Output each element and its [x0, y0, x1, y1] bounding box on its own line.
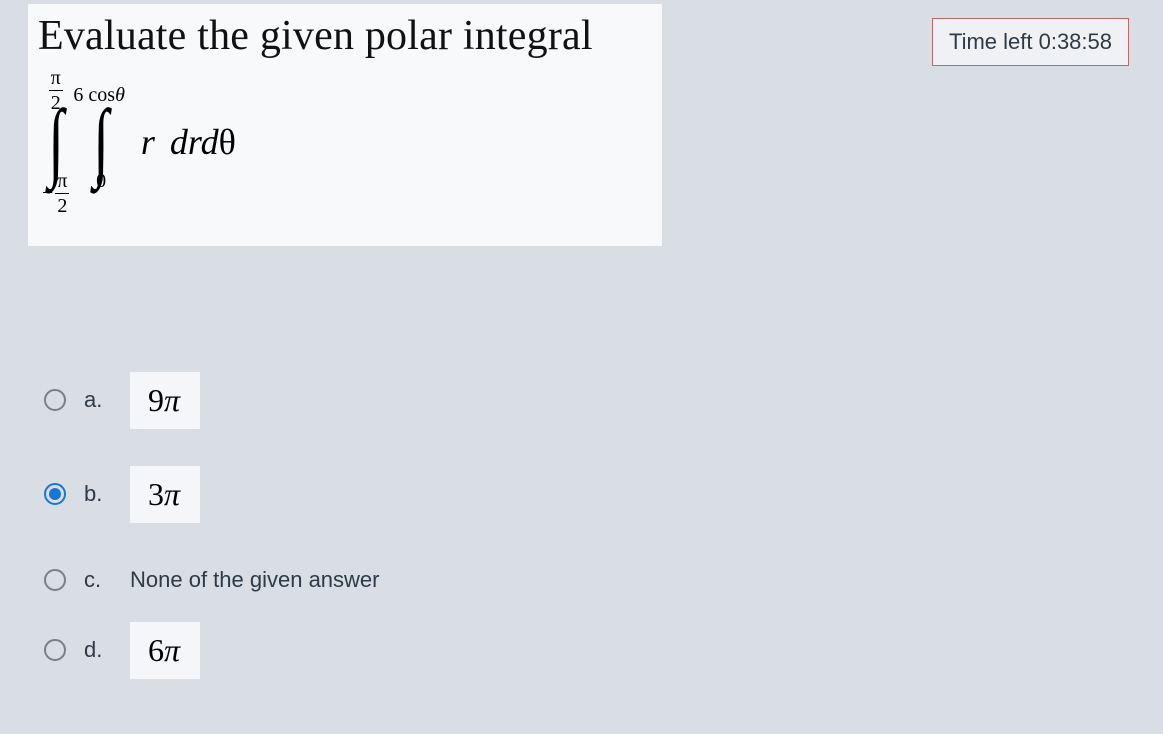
inner-integral-symbol-group: 6 cosθ ∫ 0	[77, 85, 125, 199]
outer-integral: π 2 ∫ − π 2	[42, 68, 133, 216]
option-c[interactable]: c. None of the given answer	[44, 558, 664, 602]
integral-expression: π 2 ∫ − π 2	[38, 68, 652, 216]
option-b[interactable]: b. 3π	[44, 464, 664, 524]
inner-upper-var: θ	[115, 84, 125, 106]
option-a-num: 9	[148, 382, 164, 418]
outer-upper-num: π	[49, 68, 63, 88]
option-letter: b.	[84, 481, 130, 507]
option-letter: d.	[84, 637, 130, 663]
option-d[interactable]: d. 6π	[44, 620, 664, 680]
radio-a[interactable]	[44, 389, 66, 411]
option-a[interactable]: a. 9π	[44, 370, 664, 430]
radio-d[interactable]	[44, 639, 66, 661]
pi-symbol: π	[164, 382, 180, 418]
timer-box: Time left 0:38:58	[932, 18, 1129, 66]
integral-symbol: ∫	[93, 111, 109, 173]
question-panel: Evaluate the given polar integral π 2 ∫ …	[28, 4, 662, 246]
pi-symbol: π	[164, 476, 180, 512]
option-letter: a.	[84, 387, 130, 413]
integrand-r: r	[141, 122, 155, 162]
radio-c[interactable]	[44, 569, 66, 591]
option-value-box: 3π	[130, 466, 200, 523]
integrand-theta: θ	[219, 122, 236, 162]
option-d-num: 6	[148, 632, 164, 668]
timer-label: Time left 0:38:58	[949, 29, 1112, 54]
radio-b[interactable]	[44, 483, 66, 505]
outer-integral-symbol-group: π 2 ∫ − π 2	[42, 68, 69, 216]
outer-lower-den: 2	[55, 196, 69, 216]
option-b-num: 3	[148, 476, 164, 512]
question-title: Evaluate the given polar integral	[38, 12, 652, 60]
integral-symbol: ∫	[48, 111, 64, 173]
option-letter: c.	[84, 567, 130, 593]
options-list: a. 9π b. 3π c. None of the given answer …	[44, 370, 664, 714]
pi-symbol: π	[164, 632, 180, 668]
option-value-box: 6π	[130, 622, 200, 679]
inner-upper-coef: 6	[73, 84, 83, 106]
option-c-text: None of the given answer	[130, 567, 380, 593]
integrand-d: drd	[170, 122, 219, 162]
option-value-box: 9π	[130, 372, 200, 429]
integrand: r drdθ	[141, 121, 236, 163]
